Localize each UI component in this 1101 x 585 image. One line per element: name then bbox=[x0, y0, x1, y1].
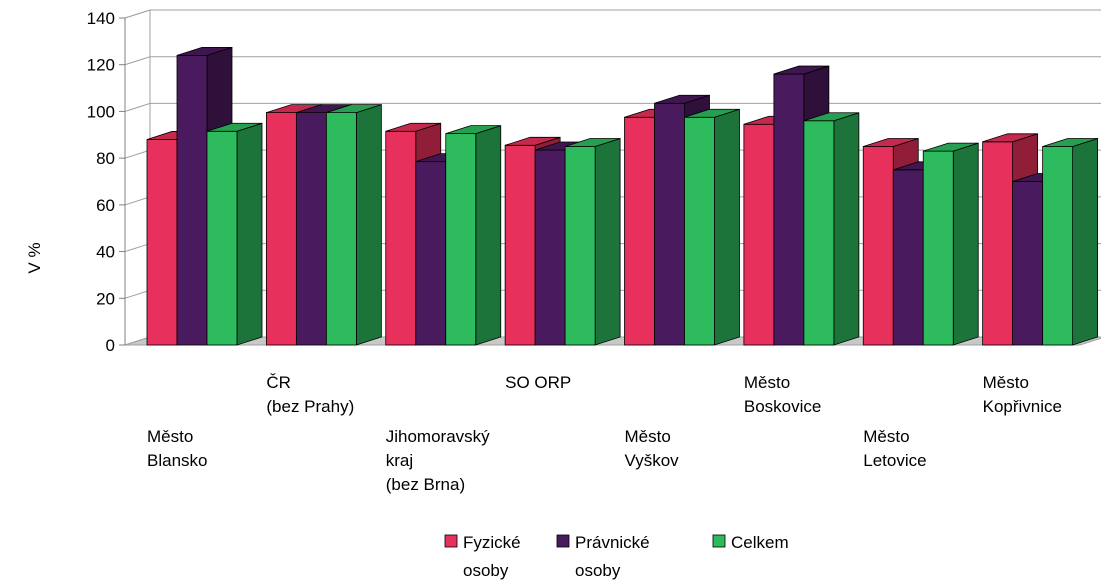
bar-top bbox=[803, 112, 859, 122]
y-tick-label: 120 bbox=[87, 56, 115, 75]
bar-front bbox=[1012, 181, 1044, 346]
y-tick-label: 40 bbox=[96, 243, 115, 262]
bar-top bbox=[206, 122, 263, 132]
bar-side bbox=[236, 122, 263, 346]
bar-front bbox=[1042, 146, 1074, 346]
category-label: Město Letovice bbox=[863, 427, 926, 470]
bar bbox=[206, 122, 263, 346]
bar-top bbox=[982, 133, 1038, 143]
bar-side bbox=[594, 137, 621, 346]
legend-label: Fyzické osoby bbox=[463, 533, 521, 580]
bar-front bbox=[504, 144, 536, 346]
bar-front bbox=[654, 102, 685, 346]
bar-side bbox=[833, 112, 860, 346]
bar-top bbox=[773, 65, 829, 75]
bar-top bbox=[923, 142, 979, 152]
category-label: ČR (bez Prahy) bbox=[266, 373, 354, 416]
bar-side bbox=[1072, 137, 1099, 346]
bar-top bbox=[445, 125, 501, 135]
y-tick-label: 80 bbox=[96, 149, 115, 168]
legend-item: Fyzické osoby bbox=[444, 533, 521, 580]
bar-top bbox=[654, 94, 710, 104]
bar-front bbox=[176, 54, 208, 346]
legend-item: Celkem bbox=[712, 533, 789, 552]
bar-front bbox=[892, 169, 924, 346]
y-tick-label: 100 bbox=[87, 102, 115, 121]
legend-swatch bbox=[556, 534, 570, 548]
bar-side bbox=[952, 142, 979, 346]
category-label: Město Blansko bbox=[147, 427, 207, 470]
bar-top bbox=[385, 122, 441, 132]
bar bbox=[922, 142, 979, 346]
bar-front bbox=[265, 112, 297, 346]
bar-front bbox=[415, 161, 447, 346]
bar-side bbox=[475, 125, 502, 346]
category-label: Město Boskovice bbox=[744, 373, 821, 416]
bar-front bbox=[982, 141, 1014, 346]
legend-label: Právnické osoby bbox=[575, 533, 650, 580]
category-label: SO ORP bbox=[505, 373, 571, 392]
bar-front bbox=[862, 146, 894, 346]
category-label: Jihomoravský kraj (bez Brna) bbox=[386, 427, 490, 494]
y-axis-title: V % bbox=[25, 242, 44, 273]
gridline bbox=[124, 9, 1101, 19]
bar-front bbox=[295, 112, 327, 346]
bar-front bbox=[624, 116, 655, 346]
gridline bbox=[124, 102, 1101, 112]
y-tick-label: 140 bbox=[87, 9, 115, 28]
bar-front bbox=[445, 133, 477, 346]
bar bbox=[1042, 137, 1099, 346]
category-label: Město Vyškov bbox=[625, 427, 680, 470]
bar bbox=[325, 104, 382, 346]
bar-top bbox=[684, 108, 740, 118]
bar bbox=[684, 108, 740, 346]
bar-top bbox=[1042, 138, 1098, 147]
bar-front bbox=[803, 120, 835, 346]
y-tick-label: 0 bbox=[106, 336, 115, 355]
legend: Fyzické osoby Právnické osoby Celkem bbox=[444, 533, 789, 580]
bar-side bbox=[714, 108, 740, 346]
bar-front bbox=[206, 130, 238, 346]
bar bbox=[445, 125, 502, 346]
bar-front bbox=[385, 130, 417, 346]
y-axis-ticks: 0 20 40 60 80 100 120 140 bbox=[87, 9, 126, 355]
category-labels: Město Blansko ČR (bez Prahy) Jihomoravský kra… bbox=[147, 373, 1062, 494]
bar-top bbox=[176, 46, 233, 56]
legend-label: Celkem bbox=[731, 533, 789, 552]
legend-swatch bbox=[712, 534, 726, 548]
bar-front bbox=[564, 146, 596, 346]
y-tick-label: 60 bbox=[96, 196, 115, 215]
bar-top bbox=[505, 136, 561, 146]
legend-item: Právnické osoby bbox=[556, 533, 650, 580]
bar-top bbox=[326, 104, 382, 113]
bar-front bbox=[922, 150, 954, 346]
bar-front bbox=[146, 139, 178, 346]
bar bbox=[564, 137, 621, 346]
category-label: Město Kopřivnice bbox=[983, 373, 1062, 416]
bar-front bbox=[773, 73, 805, 346]
bar-front bbox=[325, 112, 357, 346]
bars bbox=[146, 46, 1099, 346]
bar-front bbox=[743, 123, 775, 346]
y-tick-label: 20 bbox=[96, 289, 115, 308]
bar-front bbox=[534, 149, 566, 346]
bar-side bbox=[355, 104, 382, 346]
legend-swatch bbox=[444, 534, 458, 548]
bar-front bbox=[684, 116, 715, 346]
gridline bbox=[124, 56, 1101, 66]
bar-top bbox=[863, 138, 919, 147]
bar-top bbox=[565, 138, 621, 147]
bar bbox=[803, 112, 860, 346]
